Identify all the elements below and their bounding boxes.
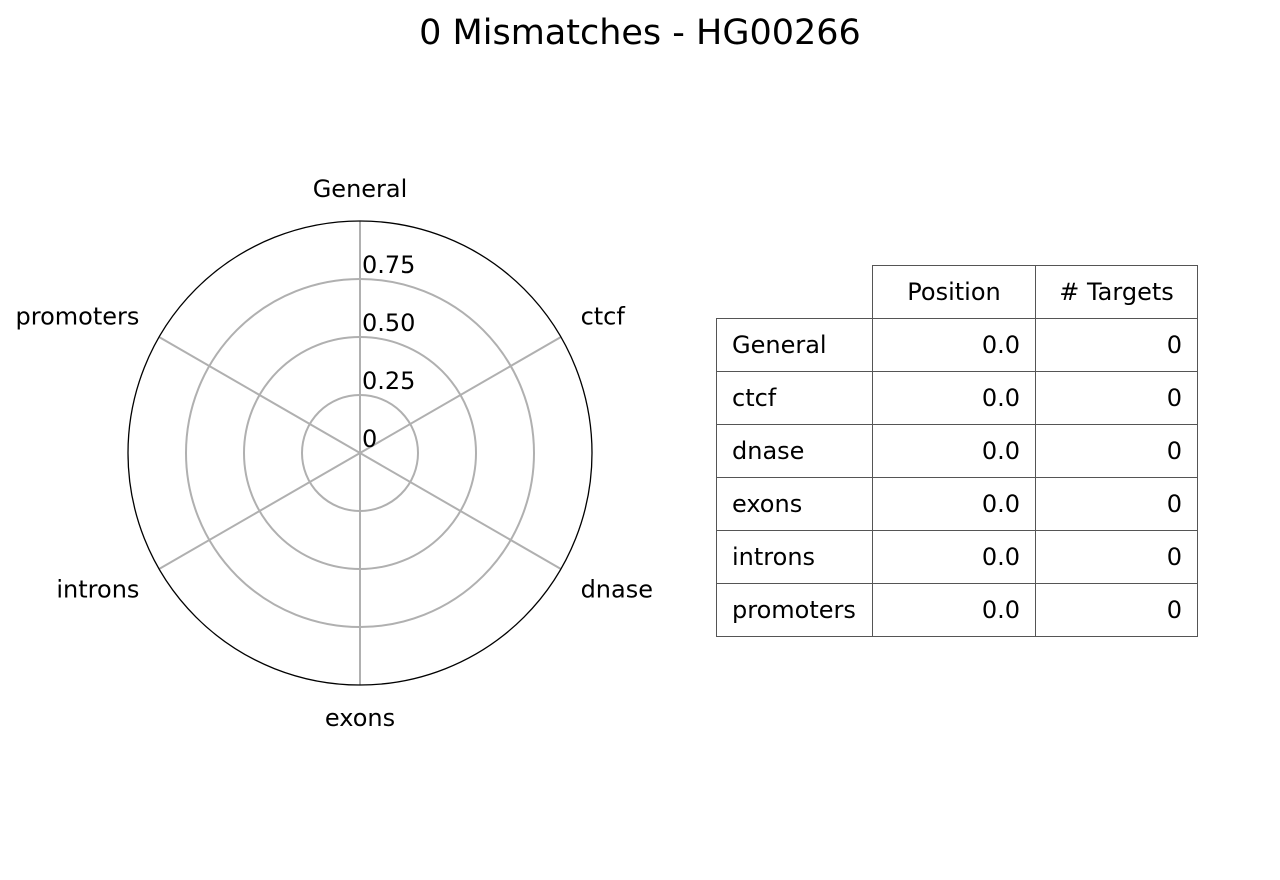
targets-cell: 0 (1035, 424, 1198, 478)
row-label: exons (716, 477, 873, 531)
radar-spokes (158, 221, 562, 685)
row-label: introns (716, 530, 873, 584)
chart-title: 0 Mismatches - HG00266 (419, 13, 861, 53)
table-row: exons 0.0 0 (716, 477, 1198, 531)
position-cell: 0.0 (872, 424, 1036, 478)
table-row: promoters 0.0 0 (716, 583, 1198, 637)
stats-table: Position # Targets General 0.0 0 ctcf 0.… (716, 265, 1198, 637)
position-cell: 0.0 (872, 530, 1036, 584)
table-header-row: Position # Targets (717, 265, 1198, 319)
radar-spoke (158, 452, 361, 570)
radar-spoke (359, 336, 562, 454)
category-label: ctcf (581, 303, 626, 331)
position-cell: 0.0 (872, 371, 1036, 425)
targets-cell: 0 (1035, 477, 1198, 531)
targets-cell: 0 (1035, 371, 1198, 425)
radial-tick-label: 0.75 (362, 251, 415, 279)
radial-tick-labels: 0 0.25 0.50 0.75 (362, 251, 415, 453)
category-labels: General ctcf dnase exons introns promoters (16, 175, 653, 732)
radar-chart: 0 0.25 0.50 0.75 General ctcf dnase exons intro… (16, 175, 653, 732)
radial-tick-label: 0 (362, 425, 377, 453)
table-row: dnase 0.0 0 (716, 424, 1198, 478)
category-label: promoters (16, 303, 140, 331)
category-label: General (313, 175, 408, 203)
table-row: General 0.0 0 (716, 318, 1198, 372)
row-label: ctcf (716, 371, 873, 425)
position-cell: 0.0 (872, 583, 1036, 637)
radar-spoke (158, 336, 361, 454)
category-label: exons (325, 704, 395, 732)
radar-spoke (359, 452, 562, 570)
targets-cell: 0 (1035, 318, 1198, 372)
table-row: introns 0.0 0 (716, 530, 1198, 584)
row-label: General (716, 318, 873, 372)
position-cell: 0.0 (872, 318, 1036, 372)
row-label: dnase (716, 424, 873, 478)
category-label: dnase (581, 576, 653, 604)
radial-tick-label: 0.25 (362, 367, 415, 395)
table-row: ctcf 0.0 0 (716, 371, 1198, 425)
targets-cell: 0 (1035, 530, 1198, 584)
radar-frame (127, 220, 593, 686)
position-cell: 0.0 (872, 477, 1036, 531)
radial-tick-label: 0.50 (362, 309, 415, 337)
column-header-position: Position (872, 265, 1036, 319)
row-label: promoters (716, 583, 873, 637)
targets-cell: 0 (1035, 583, 1198, 637)
table-corner-cell (717, 266, 873, 319)
column-header-targets: # Targets (1035, 265, 1198, 319)
category-label: introns (56, 576, 139, 604)
